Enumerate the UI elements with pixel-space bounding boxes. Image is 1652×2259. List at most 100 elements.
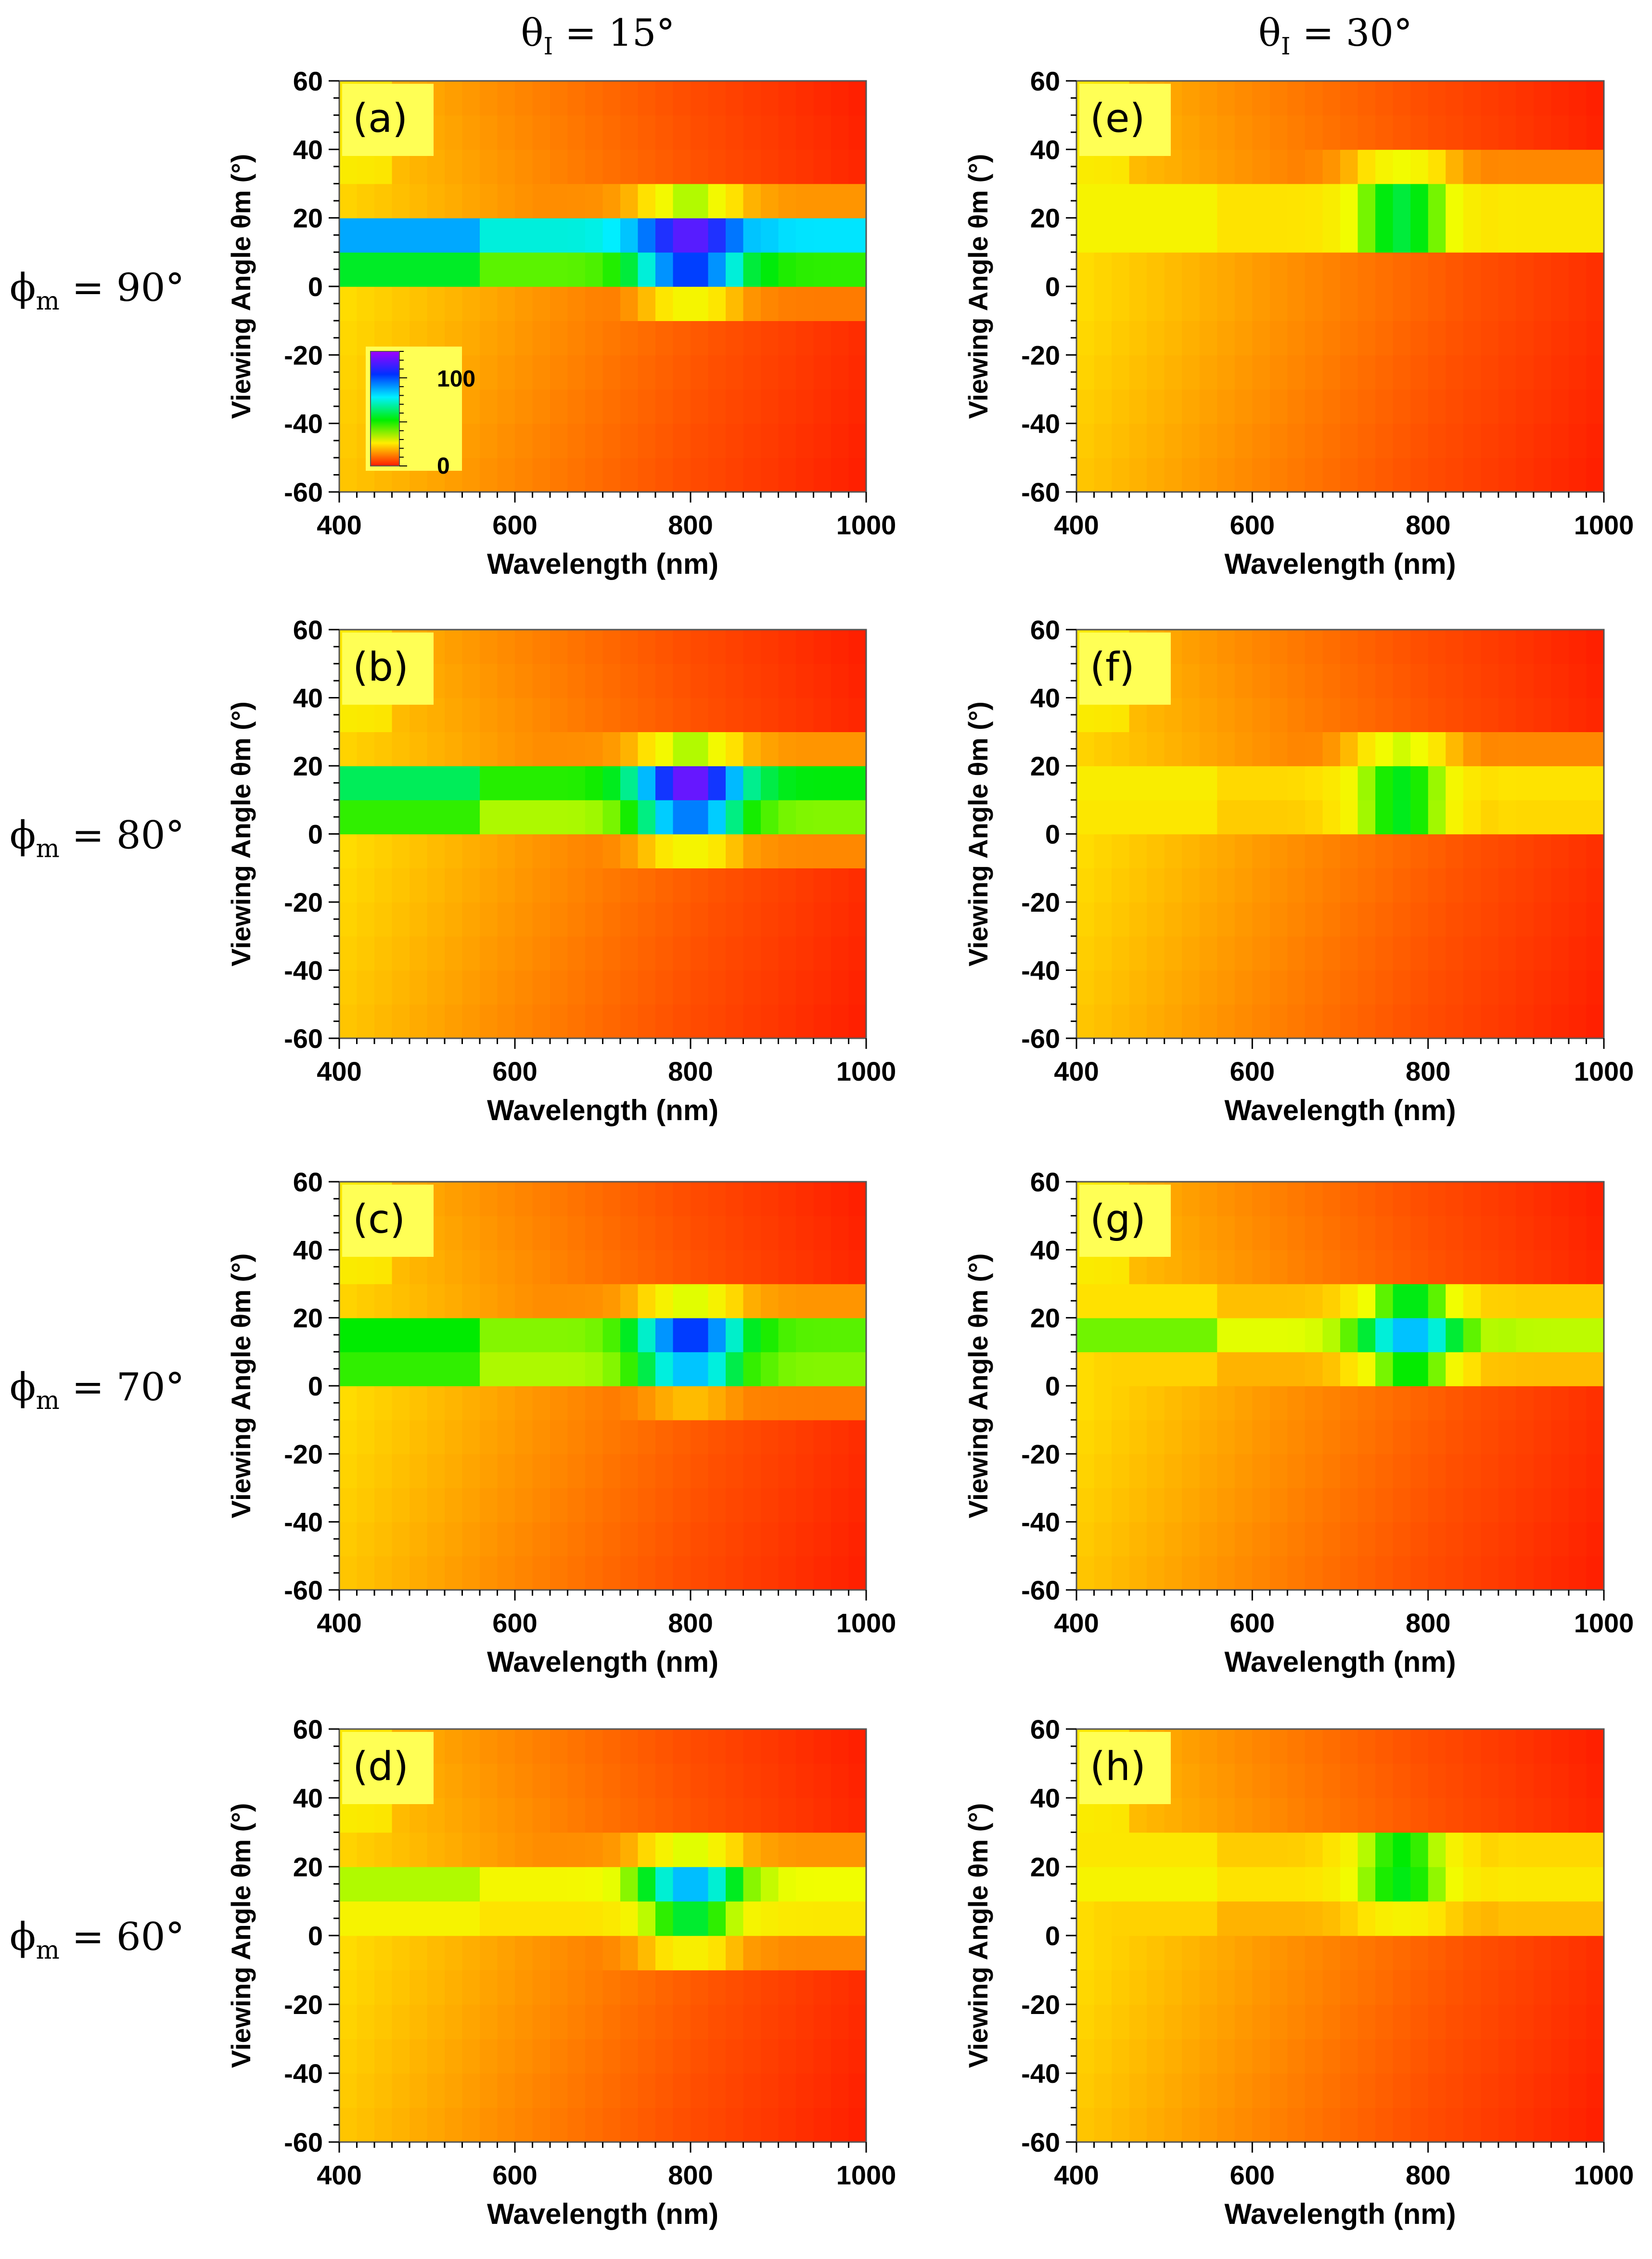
heatmap-cell xyxy=(1129,970,1147,1005)
heatmap-cell xyxy=(831,1556,849,1590)
heatmap-cell xyxy=(1446,183,1464,219)
heatmap-cell xyxy=(567,868,586,903)
heatmap-cell xyxy=(462,2004,480,2040)
heatmap-cell xyxy=(673,868,691,903)
heatmap-cell xyxy=(1551,1454,1569,1488)
heatmap-cell xyxy=(532,355,551,390)
heatmap-cell xyxy=(1533,1488,1552,1523)
heatmap-cell xyxy=(726,1215,744,1251)
heatmap-cell xyxy=(796,355,814,390)
heatmap-cell xyxy=(1112,1488,1130,1523)
heatmap-cell xyxy=(567,1901,586,1936)
heatmap-cell xyxy=(1393,321,1411,356)
heatmap-cell xyxy=(691,1970,709,2005)
heatmap-cell xyxy=(445,218,463,253)
heatmap-cell xyxy=(1393,1867,1411,1902)
heatmap-cell xyxy=(480,1215,498,1251)
y-tick-label: -60 xyxy=(1021,1023,1060,1054)
row-label: ϕm = 60° xyxy=(10,1914,185,1965)
heatmap-cell xyxy=(550,766,568,800)
heatmap-cell xyxy=(848,1729,867,1764)
heatmap-cell xyxy=(374,1522,393,1557)
y-axis-title: Viewing Angle θm (°) xyxy=(963,154,993,419)
heatmap-cell xyxy=(1112,732,1130,766)
heatmap-cell xyxy=(691,834,709,868)
heatmap-cell xyxy=(1340,2107,1358,2143)
heatmap-cell xyxy=(1533,1352,1552,1386)
heatmap-cell xyxy=(708,1386,726,1420)
heatmap-cell xyxy=(1322,834,1341,868)
heatmap-cell xyxy=(1112,936,1130,971)
heatmap-cell xyxy=(1375,1729,1394,1764)
heatmap-cell xyxy=(1164,286,1182,321)
heatmap-cell xyxy=(1234,663,1253,698)
heatmap-cell xyxy=(1498,1284,1517,1318)
heatmap-cell xyxy=(1112,389,1130,424)
heatmap-cell xyxy=(1305,1488,1323,1523)
heatmap-cell xyxy=(1322,1420,1341,1455)
heatmap-cell xyxy=(1498,1763,1517,1798)
heatmap-cell xyxy=(602,1970,621,2005)
heatmap-cell xyxy=(585,1901,603,1936)
heatmap-cell xyxy=(480,218,498,253)
heatmap-cell xyxy=(1446,1867,1464,1902)
heatmap-cell xyxy=(691,2107,709,2143)
heatmap-cell xyxy=(1551,183,1569,219)
heatmap-cell xyxy=(1252,1556,1270,1590)
heatmap-cell xyxy=(410,1832,428,1867)
y-tick-label: -20 xyxy=(1021,1989,1060,2020)
y-tick-label: 40 xyxy=(1030,134,1060,165)
heatmap-cell xyxy=(1199,355,1217,390)
heatmap-cell xyxy=(1481,183,1499,219)
heatmap-cell xyxy=(1269,423,1288,458)
heatmap-cell xyxy=(778,1352,796,1386)
heatmap-cell xyxy=(691,355,709,390)
heatmap-cell xyxy=(1463,902,1481,937)
heatmap-cell xyxy=(673,902,691,937)
heatmap-cell xyxy=(1340,834,1358,868)
heatmap-cell xyxy=(1393,868,1411,903)
heatmap-cell xyxy=(796,936,814,971)
heatmap-cell xyxy=(602,218,621,253)
heatmap-cell xyxy=(778,1488,796,1523)
heatmap-cell xyxy=(1182,286,1200,321)
heatmap-cell xyxy=(638,115,656,150)
heatmap-cell xyxy=(813,1901,832,1936)
heatmap-cell xyxy=(691,321,709,356)
heatmap-cell xyxy=(1568,1182,1587,1216)
heatmap-cell xyxy=(480,115,498,150)
heatmap-cell xyxy=(673,800,691,835)
heatmap-cell xyxy=(550,1317,568,1353)
heatmap-cell xyxy=(1357,697,1376,732)
heatmap-cell xyxy=(550,252,568,287)
heatmap-cell xyxy=(1463,1936,1481,1971)
heatmap-cell xyxy=(638,1936,656,1971)
heatmap-cell xyxy=(1305,1352,1323,1386)
heatmap-cell xyxy=(1586,1215,1604,1251)
heatmap-cell xyxy=(848,1798,867,1833)
heatmap-cell xyxy=(708,1867,726,1902)
heatmap-cell xyxy=(848,663,867,698)
heatmap-cell xyxy=(778,355,796,390)
heatmap-cell xyxy=(1164,2039,1182,2074)
heatmap-cell xyxy=(1375,1215,1394,1251)
heatmap-cell xyxy=(1252,423,1270,458)
heatmap-cell xyxy=(480,697,498,732)
heatmap-cell xyxy=(1410,1936,1429,1971)
heatmap-cell xyxy=(1322,1284,1341,1318)
heatmap-cell xyxy=(1094,389,1112,424)
heatmap-cell xyxy=(339,1352,358,1386)
heatmap-cell xyxy=(673,183,691,219)
heatmap-cell xyxy=(1252,1250,1270,1284)
y-tick-label: -20 xyxy=(1021,887,1060,917)
heatmap-cell xyxy=(691,766,709,800)
heatmap-cell xyxy=(550,81,568,116)
heatmap-cell xyxy=(550,286,568,321)
heatmap-cell xyxy=(655,630,674,664)
heatmap-cell xyxy=(392,1901,410,1936)
heatmap-cell xyxy=(1234,1798,1253,1833)
heatmap-cell xyxy=(813,1832,832,1867)
heatmap-cell xyxy=(1076,1936,1095,1971)
heatmap-cell xyxy=(708,1488,726,1523)
heatmap-cell xyxy=(1551,1867,1569,1902)
